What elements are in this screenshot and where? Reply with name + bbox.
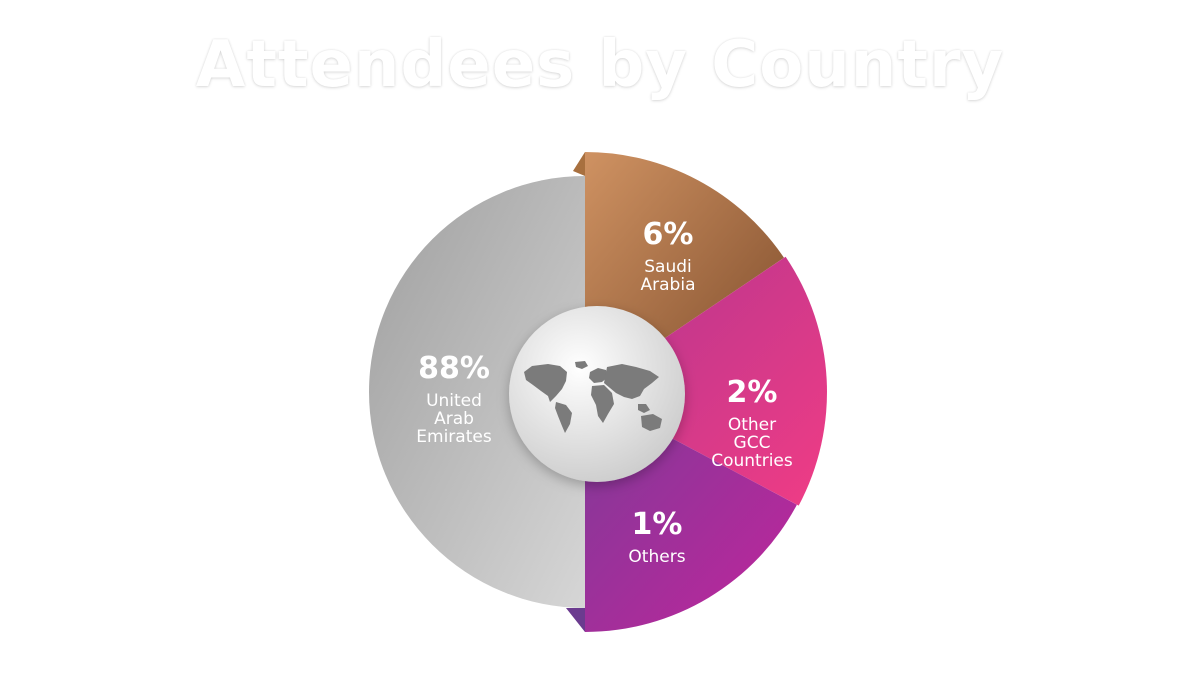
slice-others-name-label: Others (628, 547, 685, 567)
chart-title: Attendees by Country (195, 28, 1005, 102)
slice-united-arab-emirates (369, 176, 585, 608)
slice-united-arab-emirates-name-label: Arab (434, 409, 474, 429)
slice-saudi-arabia-name-label: Saudi (644, 257, 692, 277)
slice-other-gcc-countries-name-label: Countries (711, 451, 793, 471)
slice-saudi-arabia-value-label: 6% (643, 217, 694, 252)
others-fold-tab (566, 608, 585, 632)
slice-other-gcc-countries-name-label: Other (728, 415, 776, 435)
slice-other-gcc-countries (585, 256, 827, 506)
world-map-icon (524, 361, 662, 433)
slice-united-arab-emirates-value-label: 88% (418, 351, 490, 386)
slice-saudi-arabia-name-label: Arabia (641, 275, 696, 295)
saudi-fold-tab (573, 152, 585, 176)
slice-united-arab-emirates-name-label: Emirates (416, 427, 492, 447)
slice-other-gcc-countries-name-label: GCC (734, 433, 771, 453)
slice-others-value-label: 1% (632, 507, 683, 542)
slice-other-gcc-countries-value-label: 2% (727, 375, 778, 410)
slice-united-arab-emirates-name-label: United (426, 391, 482, 411)
